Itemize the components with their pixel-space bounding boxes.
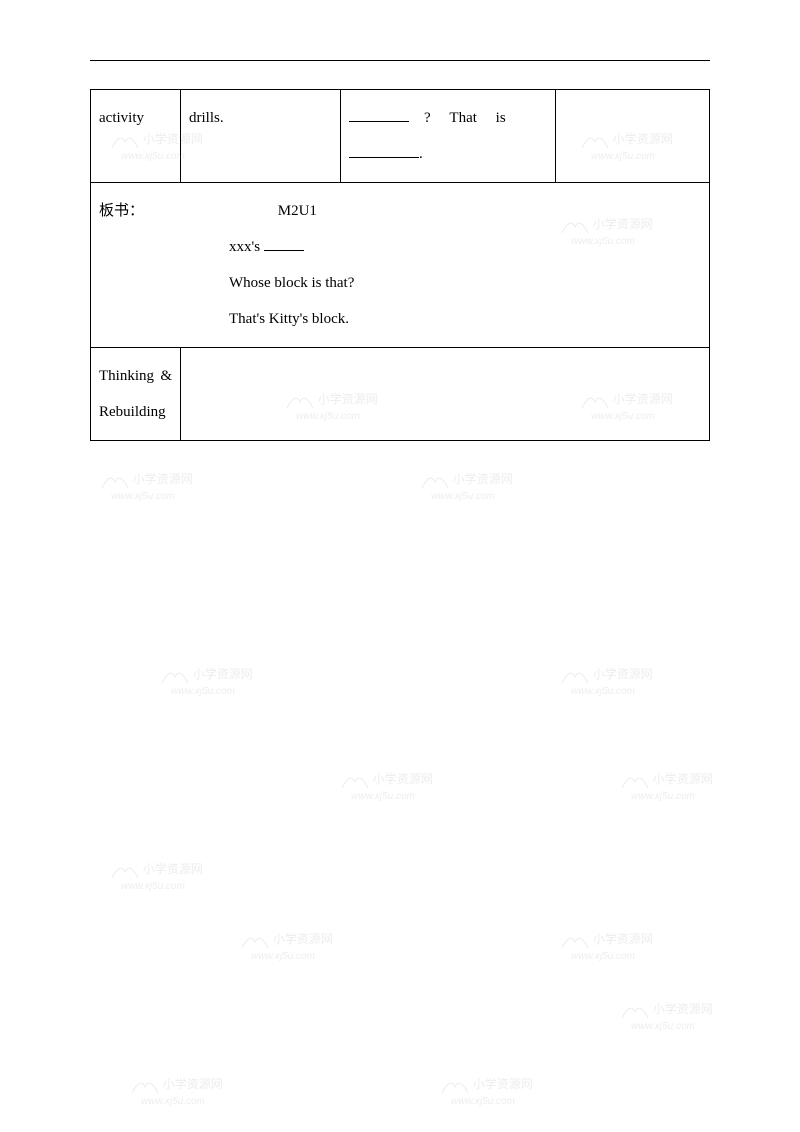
watermark-text: 小学资源网 [373, 772, 433, 786]
banshu-label: 板书： [99, 203, 144, 219]
watermark-text: 小学资源网 [273, 932, 333, 946]
cell-thinking-content [181, 348, 710, 441]
banshu-title: M2U1 [278, 193, 317, 229]
watermark-text: 小学资源网 [653, 772, 713, 786]
watermark-url: www.xj5u.com [171, 686, 235, 697]
watermark: 小学资源网 www.xj5u.com [130, 1075, 223, 1107]
watermark: 小学资源网 www.xj5u.com [560, 930, 653, 962]
rebuilding-word: Rebuilding [99, 394, 172, 430]
watermark: 小学资源网 www.xj5u.com [560, 665, 653, 697]
lesson-plan-table: activity drills. ? That is . 板书： M2U1 [90, 89, 710, 441]
cell-drills: drills. [181, 90, 341, 183]
watermark: 小学资源网 www.xj5u.com [110, 860, 203, 892]
watermark-text: 小学资源网 [593, 667, 653, 681]
period: . [419, 146, 423, 162]
table-row: Thinking & Rebuilding [91, 348, 710, 441]
watermark-text: 小学资源网 [133, 472, 193, 486]
sentence-line2: . [349, 136, 547, 172]
activity-label: activity [99, 110, 144, 126]
that-word: That [434, 110, 477, 126]
watermark-url: www.xj5u.com [571, 951, 635, 962]
banshu-line-3: That's Kitty's block. [229, 301, 701, 337]
table-row: 板书： M2U1 xxx's Whose block is that? That… [91, 183, 710, 348]
watermark: 小学资源网 www.xj5u.com [440, 1075, 533, 1107]
cell-banshu: 板书： M2U1 xxx's Whose block is that? That… [91, 183, 710, 348]
watermark-text: 小学资源网 [163, 1077, 223, 1091]
watermark-url: www.xj5u.com [141, 1096, 205, 1107]
thinking-word: Thinking [99, 358, 154, 394]
watermark: 小学资源网 www.xj5u.com [620, 770, 713, 802]
watermark-text: 小学资源网 [143, 862, 203, 876]
question-mark: ? [413, 110, 431, 126]
watermark: 小学资源网 www.xj5u.com [620, 1000, 713, 1032]
banshu-line-2: Whose block is that? [229, 265, 701, 301]
watermark-text: 小学资源网 [473, 1077, 533, 1091]
banshu-line-1: xxx's [229, 229, 701, 265]
watermark-text: 小学资源网 [193, 667, 253, 681]
cell-activity: activity [91, 90, 181, 183]
watermark-text: 小学资源网 [453, 472, 513, 486]
cell-empty [556, 90, 710, 183]
ampersand: & [160, 358, 172, 394]
watermark: 小学资源网 www.xj5u.com [340, 770, 433, 802]
banshu-header-line: 板书： M2U1 [99, 193, 701, 229]
watermark-url: www.xj5u.com [121, 881, 185, 892]
watermark: 小学资源网 www.xj5u.com [420, 470, 513, 502]
watermark-url: www.xj5u.com [251, 951, 315, 962]
cell-thinking: Thinking & Rebuilding [91, 348, 181, 441]
banshu-prefix: xxx's [229, 239, 264, 255]
drills-label: drills. [189, 110, 224, 126]
table-row: activity drills. ? That is . [91, 90, 710, 183]
watermark-url: www.xj5u.com [451, 1096, 515, 1107]
watermark-url: www.xj5u.com [631, 791, 695, 802]
watermark: 小学资源网 www.xj5u.com [240, 930, 333, 962]
watermark: 小学资源网 www.xj5u.com [160, 665, 253, 697]
sentence-line1: ? That is [349, 100, 547, 136]
is-word: is [481, 110, 506, 126]
watermark-url: www.xj5u.com [631, 1021, 695, 1032]
watermark-url: www.xj5u.com [431, 491, 495, 502]
watermark: 小学资源网 www.xj5u.com [100, 470, 193, 502]
watermark-url: www.xj5u.com [111, 491, 175, 502]
watermark-text: 小学资源网 [653, 1002, 713, 1016]
cell-sentence: ? That is . [341, 90, 556, 183]
fill-blank [349, 143, 419, 158]
watermark-url: www.xj5u.com [571, 686, 635, 697]
header-rule [90, 60, 710, 61]
watermark-text: 小学资源网 [593, 932, 653, 946]
fill-blank [264, 236, 304, 251]
thinking-row1: Thinking & [99, 358, 172, 394]
fill-blank [349, 107, 409, 122]
watermark-url: www.xj5u.com [351, 791, 415, 802]
